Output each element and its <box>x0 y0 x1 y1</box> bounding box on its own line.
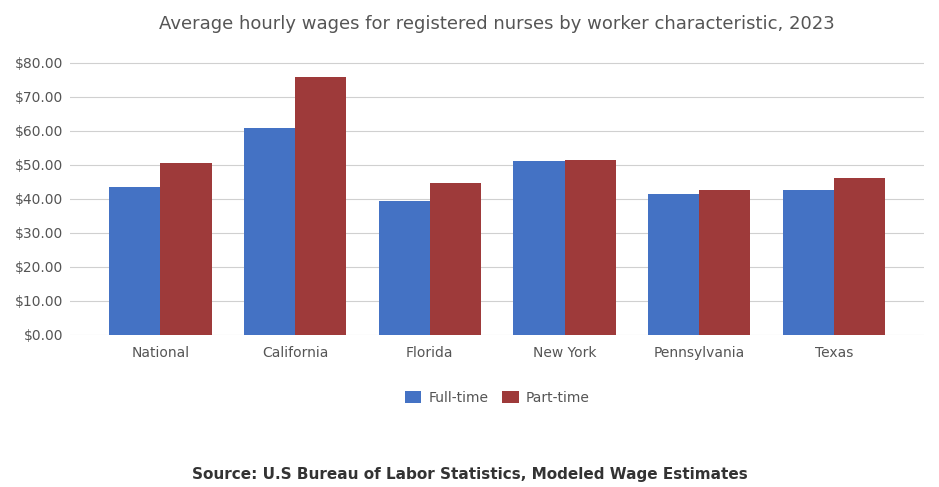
Bar <box>564 160 616 335</box>
Bar <box>783 190 834 335</box>
Text: Source: U.S Bureau of Labor Statistics, Modeled Wage Estimates: Source: U.S Bureau of Labor Statistics, … <box>192 467 747 482</box>
Title: Average hourly wages for registered nurses by worker characteristic, 2023: Average hourly wages for registered nurs… <box>160 15 835 33</box>
Bar <box>834 178 885 335</box>
Bar <box>244 129 295 335</box>
Bar <box>700 189 750 335</box>
Bar <box>109 187 161 335</box>
Bar <box>161 163 211 335</box>
Bar <box>378 201 430 335</box>
Bar <box>430 183 481 335</box>
Bar <box>648 194 700 335</box>
Bar <box>295 77 346 335</box>
Legend: Full-time, Part-time: Full-time, Part-time <box>399 385 595 411</box>
Bar <box>514 161 564 335</box>
